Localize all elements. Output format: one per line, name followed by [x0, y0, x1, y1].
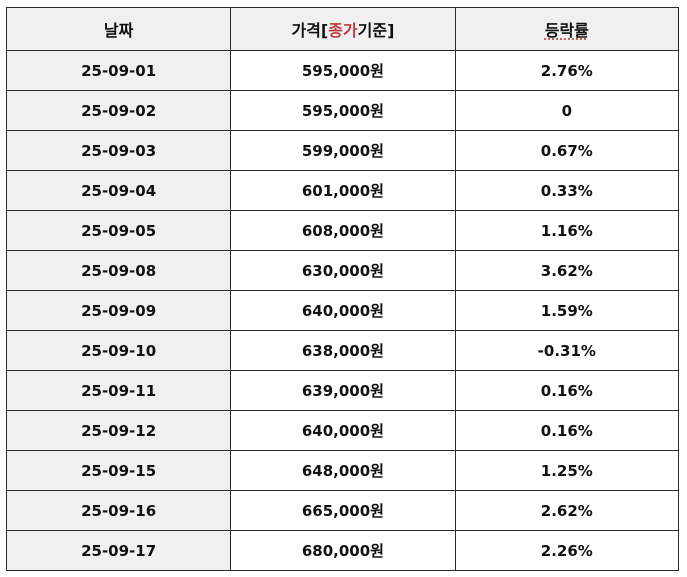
price-cell: 648,000원 — [230, 450, 456, 491]
rate-cell: 2.76% — [454, 50, 680, 91]
rate-cell: 0 — [454, 90, 680, 131]
price-cell: 639,000원 — [230, 370, 456, 411]
header-rate: 등락률 — [454, 7, 680, 51]
price-cell: 608,000원 — [230, 210, 456, 251]
table-row: 25-09-09 640,000원 1.59% — [5, 290, 680, 331]
rate-cell: 0.67% — [454, 130, 680, 171]
table-row: 25-09-05 608,000원 1.16% — [5, 210, 680, 251]
price-history-table: 날짜 가격[종가기준] 등락률 25-09-01 595,000원 2.76% 25-… — [5, 7, 680, 571]
price-cell: 599,000원 — [230, 130, 456, 171]
rate-cell: 1.59% — [454, 290, 680, 331]
date-cell: 25-09-01 — [5, 50, 232, 91]
rate-cell: 3.62% — [454, 250, 680, 291]
table-row: 25-09-04 601,000원 0.33% — [5, 170, 680, 211]
date-cell: 25-09-11 — [5, 370, 232, 411]
date-cell: 25-09-08 — [5, 250, 232, 291]
date-cell: 25-09-05 — [5, 210, 232, 251]
date-cell: 25-09-16 — [5, 490, 232, 531]
date-cell: 25-09-15 — [5, 450, 232, 491]
rate-cell: 2.62% — [454, 490, 680, 531]
date-cell: 25-09-12 — [5, 410, 232, 451]
price-cell: 630,000원 — [230, 250, 456, 291]
rate-cell: 1.16% — [454, 210, 680, 251]
price-cell: 665,000원 — [230, 490, 456, 531]
rate-cell: -0.31% — [454, 330, 680, 371]
header-price-prefix: 가격[ — [291, 21, 329, 40]
date-cell: 25-09-03 — [5, 130, 232, 171]
table-row: 25-09-01 595,000원 2.76% — [5, 50, 680, 91]
table-row: 25-09-03 599,000원 0.67% — [5, 130, 680, 171]
price-cell: 640,000원 — [230, 410, 456, 451]
table-row: 25-09-11 639,000원 0.16% — [5, 370, 680, 411]
header-date: 날짜 — [5, 7, 232, 51]
table-row: 25-09-16 665,000원 2.62% — [5, 490, 680, 531]
table-row: 25-09-10 638,000원 -0.31% — [5, 330, 680, 371]
rate-cell: 2.26% — [454, 530, 680, 571]
header-price: 가격[종가기준] — [230, 7, 456, 51]
header-price-accent: 종가 — [328, 21, 358, 40]
table-header-row: 날짜 가격[종가기준] 등락률 — [5, 7, 680, 51]
price-cell: 601,000원 — [230, 170, 456, 211]
header-rate-label: 등락률 — [544, 21, 589, 40]
price-cell: 595,000원 — [230, 50, 456, 91]
table-row: 25-09-15 648,000원 1.25% — [5, 450, 680, 491]
price-cell: 638,000원 — [230, 330, 456, 371]
date-cell: 25-09-02 — [5, 90, 232, 131]
date-cell: 25-09-10 — [5, 330, 232, 371]
date-cell: 25-09-09 — [5, 290, 232, 331]
rate-cell: 1.25% — [454, 450, 680, 491]
table-row: 25-09-17 680,000원 2.26% — [5, 530, 680, 571]
rate-cell: 0.16% — [454, 370, 680, 411]
date-cell: 25-09-17 — [5, 530, 232, 571]
date-cell: 25-09-04 — [5, 170, 232, 211]
price-cell: 640,000원 — [230, 290, 456, 331]
table-row: 25-09-12 640,000원 0.16% — [5, 410, 680, 451]
table-row: 25-09-02 595,000원 0 — [5, 90, 680, 131]
price-cell: 680,000원 — [230, 530, 456, 571]
table-row: 25-09-08 630,000원 3.62% — [5, 250, 680, 291]
rate-cell: 0.33% — [454, 170, 680, 211]
header-price-suffix: 기준] — [357, 21, 395, 40]
price-cell: 595,000원 — [230, 90, 456, 131]
rate-cell: 0.16% — [454, 410, 680, 451]
